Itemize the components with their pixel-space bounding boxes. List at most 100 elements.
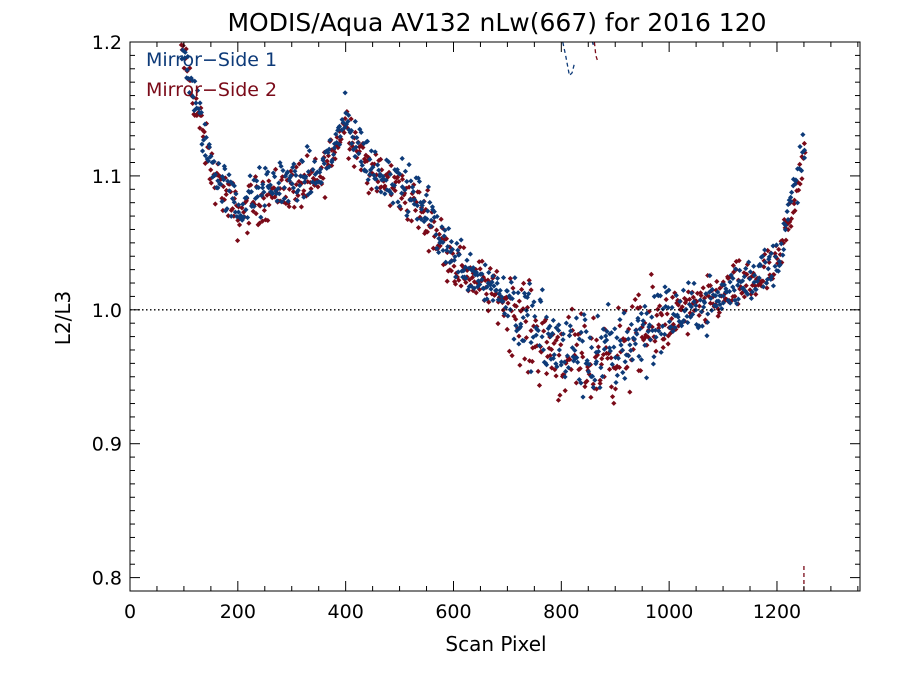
data-point <box>626 326 632 332</box>
data-point <box>396 178 402 185</box>
data-point <box>707 273 713 279</box>
data-point <box>716 310 722 316</box>
data-point <box>297 182 303 189</box>
data-point <box>720 300 727 306</box>
data-point <box>705 311 711 317</box>
data-point <box>280 167 286 174</box>
data-point <box>443 259 449 265</box>
x-tick-label: 0 <box>124 601 136 623</box>
data-point <box>354 155 360 161</box>
data-point <box>645 328 651 335</box>
data-point <box>792 208 798 214</box>
data-point <box>754 278 760 284</box>
data-point <box>622 375 628 382</box>
data-point <box>679 304 685 310</box>
data-point <box>576 336 582 342</box>
data-point <box>272 173 278 180</box>
data-point <box>674 312 680 318</box>
data-point <box>352 129 358 135</box>
data-point <box>467 251 473 257</box>
data-point <box>524 294 530 301</box>
data-point <box>373 176 379 182</box>
data-point <box>612 386 619 392</box>
data-point <box>575 359 581 365</box>
data-point <box>347 129 353 136</box>
data-point <box>664 311 670 317</box>
data-point <box>457 244 463 250</box>
data-point <box>662 284 668 290</box>
data-point <box>484 284 490 290</box>
data-point <box>196 106 202 112</box>
data-point <box>244 230 251 236</box>
data-point <box>293 172 299 178</box>
data-point <box>341 130 347 136</box>
y-axis-label: L2/L3 <box>51 291 75 345</box>
data-point <box>539 334 545 340</box>
data-point <box>399 155 405 162</box>
data-point <box>685 319 691 326</box>
x-tick-label: 1200 <box>753 601 801 623</box>
data-point <box>377 171 383 177</box>
data-point <box>783 237 789 243</box>
data-point <box>198 109 204 116</box>
data-point <box>751 272 758 278</box>
data-point <box>342 116 348 122</box>
data-point <box>618 349 624 355</box>
data-point <box>547 323 553 329</box>
data-point <box>675 314 681 320</box>
data-point <box>497 287 503 294</box>
data-point <box>485 277 491 283</box>
data-point <box>262 165 268 171</box>
data-point <box>516 341 522 347</box>
data-point <box>349 140 355 147</box>
data-point <box>293 164 299 170</box>
data-point <box>749 282 756 288</box>
data-point <box>563 368 569 375</box>
data-point <box>790 176 797 182</box>
data-point <box>675 302 681 308</box>
data-point <box>355 140 361 146</box>
data-point <box>263 217 269 223</box>
data-point <box>689 311 696 317</box>
data-point <box>458 237 464 243</box>
data-point <box>599 373 606 380</box>
data-point <box>747 276 753 282</box>
data-point <box>298 204 305 210</box>
data-point <box>424 216 430 222</box>
data-point <box>395 199 401 205</box>
data-point <box>642 303 648 309</box>
data-point <box>594 352 601 358</box>
data-point <box>495 297 501 303</box>
y-tick-label: 0.9 <box>92 434 122 456</box>
data-point <box>788 223 794 229</box>
data-point <box>228 213 234 219</box>
data-point <box>589 344 595 351</box>
data-point <box>378 184 384 190</box>
data-point <box>208 153 214 159</box>
data-point <box>521 338 527 344</box>
data-point <box>548 346 555 353</box>
data-point <box>601 346 607 352</box>
data-point <box>433 231 439 238</box>
data-point <box>528 339 534 346</box>
data-point <box>586 361 592 367</box>
data-point <box>760 253 766 259</box>
data-point <box>295 187 301 193</box>
data-point <box>558 362 564 368</box>
data-point <box>266 178 272 184</box>
data-point <box>494 275 501 281</box>
data-point <box>652 327 659 333</box>
data-point <box>556 352 562 358</box>
data-point <box>775 268 781 274</box>
data-point <box>607 331 613 337</box>
data-point <box>640 321 646 328</box>
data-point <box>634 331 640 337</box>
data-point <box>385 174 391 180</box>
data-point <box>299 180 305 186</box>
data-point <box>526 291 532 297</box>
data-point <box>361 167 368 173</box>
data-point <box>553 337 559 343</box>
data-point <box>391 182 398 189</box>
data-point <box>694 299 700 305</box>
data-point <box>428 223 434 229</box>
